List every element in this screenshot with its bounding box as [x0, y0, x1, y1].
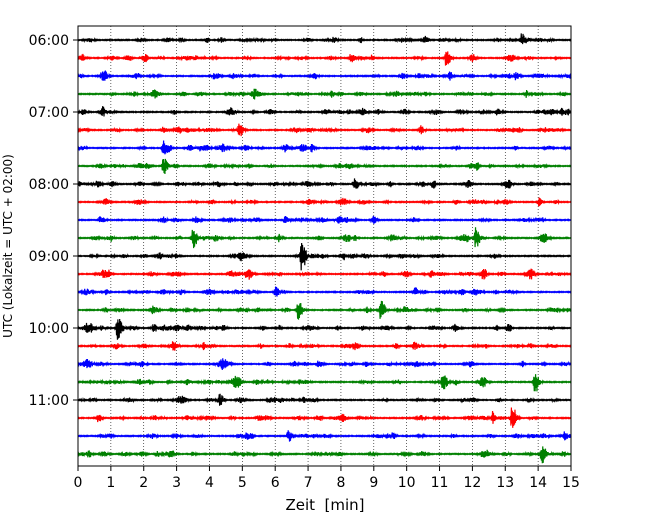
x-tick-label: 13 [496, 475, 514, 491]
x-tick-label: 4 [205, 475, 214, 491]
trace-0715 [77, 123, 572, 137]
x-tick-label: 3 [172, 475, 181, 491]
y-tick-label: 08:00 [29, 177, 69, 193]
y-tick-label: 10:00 [29, 321, 69, 337]
trace-1100 [77, 393, 572, 406]
trace-0630 [77, 70, 572, 81]
y-tick-label: 11:00 [29, 393, 69, 409]
trace-0830 [77, 215, 572, 224]
trace-0700 [77, 106, 572, 117]
y-tick-label: 09:00 [29, 249, 69, 265]
trace-0645 [77, 88, 572, 100]
x-tick-label: 0 [74, 475, 83, 491]
x-tick-label: 6 [271, 475, 280, 491]
trace-0730 [77, 140, 572, 155]
trace-0615 [77, 51, 572, 66]
x-tick-label: 10 [398, 475, 416, 491]
x-tick-label: 2 [139, 475, 148, 491]
x-tick-label: 11 [431, 475, 449, 491]
trace-0930 [77, 286, 572, 297]
trace-1115 [77, 407, 572, 428]
x-tick-label: 7 [304, 475, 313, 491]
x-tick-label: 9 [369, 475, 378, 491]
trace-1030 [77, 358, 572, 371]
x-axis-label: Zeit [min] [285, 496, 364, 514]
y-tick-label: 06:00 [29, 33, 69, 49]
x-axis-ticks: 0 1 2 3 4 5 6 7 8 9 10 11 12 13 14 15 [74, 466, 580, 491]
trace-0845 [77, 227, 572, 249]
x-tick-label: 5 [238, 475, 247, 491]
trace-1015 [77, 341, 572, 351]
x-tick-label: 14 [529, 475, 547, 491]
trace-0915 [77, 268, 572, 280]
trace-0900 [77, 242, 572, 271]
trace-0945 [77, 300, 572, 320]
trace-0800 [77, 178, 572, 189]
trace-1145 [77, 446, 572, 464]
trace-0815 [77, 197, 572, 207]
trace-1045 [77, 374, 572, 392]
y-tick-label: 07:00 [29, 105, 69, 121]
trace-0745 [77, 158, 572, 175]
trace-layer [77, 33, 572, 464]
trace-1000 [77, 318, 572, 340]
x-tick-label: 15 [562, 475, 580, 491]
grid-layer [110, 26, 539, 466]
x-tick-label: 8 [336, 475, 345, 491]
x-tick-label: 1 [106, 475, 115, 491]
y-axis-label: UTC (Lokalzeit = UTC + 02:00) [1, 154, 15, 338]
trace-1130 [77, 430, 572, 442]
y-axis-ticks: 06:00 07:00 08:00 09:00 10:00 11:00 [29, 33, 78, 409]
x-tick-label: 12 [463, 475, 481, 491]
plot-frame [77, 25, 572, 467]
trace-0600 [77, 33, 572, 45]
